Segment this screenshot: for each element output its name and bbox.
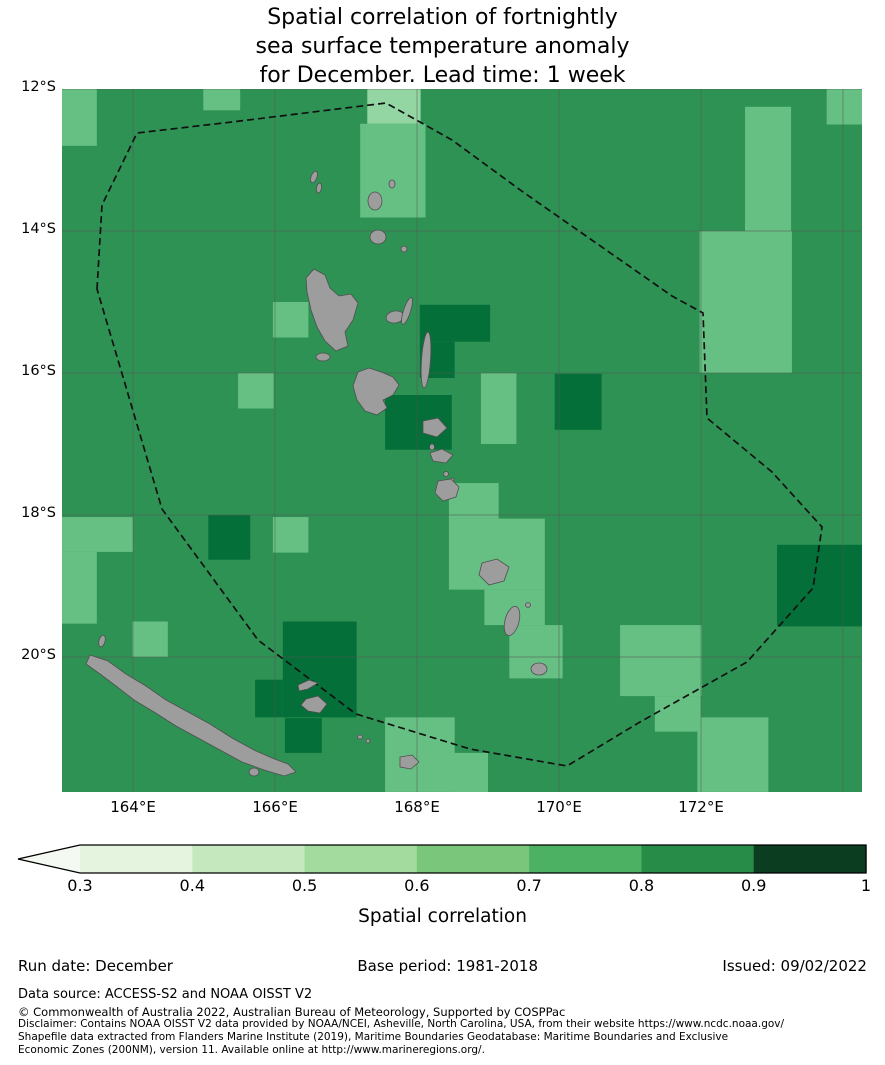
island-landmass (429, 443, 435, 451)
y-axis-tick-label: 14°S (21, 221, 56, 237)
eez-boundary-dashed (96, 102, 823, 767)
correlation-patch-light (826, 89, 862, 125)
colorbar-tick-label: 0.5 (291, 876, 318, 895)
x-axis-tick-label: 164°E (110, 798, 156, 816)
y-axis-tick-label: 20°S (21, 647, 56, 663)
correlation-patch-dark (284, 718, 322, 753)
correlation-map (62, 89, 862, 792)
island-landmass (305, 268, 359, 352)
island-landmass (434, 478, 460, 502)
issued-date: Issued: 09/02/2022 (722, 957, 867, 975)
colorbar-segment (753, 845, 867, 873)
correlation-field-base (62, 89, 862, 792)
colorbar-tick-label: 0.9 (740, 876, 767, 895)
correlation-patch-light (203, 89, 241, 111)
island-landmass (367, 191, 383, 211)
colorbar-tick-label: 0.7 (516, 876, 542, 895)
correlation-patch-light (62, 551, 97, 624)
correlation-patch-dark (554, 373, 602, 430)
colorbar-tick-label: 0.4 (179, 876, 206, 895)
x-axis-tick-label: 166°E (252, 798, 298, 816)
colorbar-segment (80, 845, 193, 873)
correlation-patch-dark (208, 515, 251, 560)
title-line-3: for December. Lead time: 1 week (259, 63, 626, 88)
island-landmass (420, 331, 432, 389)
figure-title: Spatial correlation of fortnightly sea s… (0, 3, 885, 90)
correlation-patch-light (699, 231, 792, 373)
colorbar-segment (192, 845, 306, 873)
island-landmass (300, 695, 328, 714)
data-source: Data source: ACCESS-S2 and NOAA OISST V2 (18, 987, 313, 1002)
correlation-patch-light (697, 717, 769, 792)
correlation-patch-light (132, 621, 168, 657)
island-landmass (400, 245, 408, 253)
correlation-patch-dark (777, 544, 862, 627)
run-date: Run date: December (18, 957, 173, 975)
x-axis-tick-label: 170°E (536, 798, 582, 816)
island-landmass (399, 754, 420, 770)
correlation-patch-light (745, 106, 792, 232)
y-axis-tick-label: 16°S (21, 363, 56, 379)
correlation-patch-dark (255, 679, 283, 718)
island-landmass (429, 448, 454, 464)
colorbar-tick-label: 1 (860, 876, 872, 895)
correlation-patch-light (620, 625, 702, 697)
base-period: Base period: 1981-2018 (357, 957, 539, 975)
colorbar-segment (416, 845, 530, 873)
x-axis-tick-label: 172°E (678, 798, 724, 816)
colorbar-outline (17, 844, 867, 874)
colorbar-segment (529, 845, 643, 873)
island-landmass (352, 367, 400, 416)
island-landmass (478, 558, 510, 586)
island-landmass (315, 182, 323, 194)
correlation-patch-light (272, 302, 309, 338)
island-landmass (365, 738, 371, 744)
correlation-patch-light (385, 717, 455, 792)
title-line-1: Spatial correlation of fortnightly (267, 5, 618, 30)
colorbar (17, 844, 867, 874)
correlation-patch-light (238, 373, 274, 409)
colorbar-tick-label: 0.6 (404, 876, 430, 895)
shapefile-credit-line-2: Economic Zones (200NM), version 11. Avai… (18, 1044, 485, 1056)
island-landmass (503, 605, 521, 637)
correlation-patch-light (452, 752, 488, 792)
island-landmass (248, 767, 260, 777)
island-landmass (369, 229, 387, 245)
island-landmass (357, 734, 363, 740)
island-landmass (530, 662, 548, 676)
island-landmass (525, 602, 531, 608)
island-landmass (310, 170, 318, 184)
correlation-patch-light (62, 89, 97, 146)
island-landmass (297, 679, 319, 692)
colorbar-under-arrow (18, 845, 80, 873)
correlation-patch-light (272, 517, 309, 553)
shapefile-credit-line-1: Shapefile data extracted from Flanders M… (18, 1031, 729, 1043)
correlation-patch-dark (419, 304, 491, 342)
island-landmass (315, 352, 331, 362)
x-axis-tick-label: 168°E (394, 798, 440, 816)
title-line-2: sea surface temperature anomaly (255, 34, 630, 59)
island-landmass (443, 471, 449, 477)
disclaimer-text: Disclaimer: Contains NOAA OISST V2 data … (18, 1018, 785, 1030)
colorbar-label: Spatial correlation (358, 906, 527, 927)
y-axis-tick-label: 18°S (21, 505, 56, 521)
island-landmass (85, 654, 297, 777)
island-landmass (422, 417, 448, 438)
colorbar-tick-label: 0.3 (67, 876, 93, 895)
copyright-notice: © Commonwealth of Australia 2022, Austra… (18, 1005, 566, 1019)
island-landmass (388, 179, 396, 189)
correlation-patch-light (62, 517, 133, 552)
colorbar-segment (641, 845, 755, 873)
colorbar-segment (304, 845, 418, 873)
correlation-patch-light (654, 696, 701, 732)
correlation-patch-light (480, 373, 517, 444)
run-info-row: Run date: December Base period: 1981-201… (18, 957, 867, 975)
island-landmass (98, 634, 106, 648)
colorbar-tick-label: 0.8 (628, 876, 655, 895)
island-landmass (401, 297, 413, 325)
